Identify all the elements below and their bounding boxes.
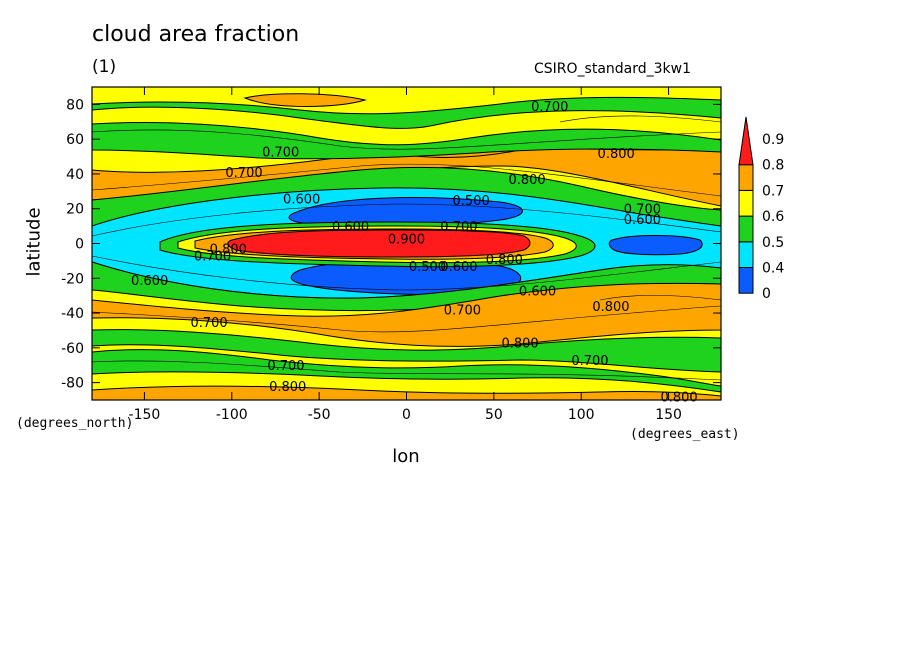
colorbar-swatch <box>738 164 754 191</box>
contour-label: 0.600 <box>131 274 168 289</box>
colorbar-label: 0.7 <box>762 183 784 199</box>
colorbar-swatch <box>738 267 754 294</box>
y-axis: -80 -60 -40 -20 0 20 40 60 80 <box>61 97 721 392</box>
x-tick-label: -100 <box>216 407 248 423</box>
model-label: CSIRO_standard_3kw1 <box>534 61 692 77</box>
thin-contour-lines <box>92 115 721 381</box>
title: cloud area fraction <box>92 22 300 47</box>
contour-label: 0.700 <box>262 145 299 160</box>
contour-field <box>92 87 721 400</box>
blue-east-patch <box>608 235 703 256</box>
y-tick-label: 0 <box>75 237 84 253</box>
green-south-subtropics <box>92 261 721 312</box>
colorbar-swatch <box>738 189 754 217</box>
colorbar-label: 0.6 <box>762 209 784 225</box>
x-units-label: (degrees_east) <box>630 427 740 442</box>
colorbar: 0 0.4 0.5 0.6 0.7 0.8 0.9 <box>738 116 784 302</box>
colorbar-label: 0.8 <box>762 158 784 174</box>
contour-label: 0.800 <box>508 173 545 188</box>
contour-label: 0.700 <box>194 250 231 265</box>
contour-label: 0.700 <box>444 304 481 319</box>
y-tick-label: 40 <box>66 167 84 183</box>
contour-label: 0.700 <box>571 354 608 369</box>
x-tick-label: -50 <box>308 407 331 423</box>
colorbar-label: 0.4 <box>762 261 784 277</box>
contour-label: 0.800 <box>486 253 523 268</box>
contour-label: 0.700 <box>267 359 304 374</box>
contour-label: 0.600 <box>332 220 369 235</box>
contour-label: 0.900 <box>388 232 425 247</box>
y-tick-label: -40 <box>61 306 84 322</box>
contour-label: 0.800 <box>598 147 635 162</box>
contour-label: 0.600 <box>519 284 556 299</box>
x-tick-label: 50 <box>485 407 503 423</box>
x-tick-label: 100 <box>568 407 595 423</box>
x-axis: -150 -100 -50 0 50 100 150 <box>129 87 682 423</box>
contour-label: 0.600 <box>283 192 320 207</box>
y-tick-label: -60 <box>61 341 84 357</box>
contour-label: 0.700 <box>624 203 661 218</box>
y-tick-label: 20 <box>66 202 84 218</box>
orange-south-band <box>92 282 721 347</box>
contour-label: 0.600 <box>440 260 477 275</box>
y-tick-label: 60 <box>66 132 84 148</box>
green-north-band-1 <box>92 96 721 129</box>
contour-label: 0.800 <box>269 380 306 395</box>
red-equatorial-core <box>227 229 531 258</box>
contour-label: 0.700 <box>225 166 262 181</box>
y-tick-label: 80 <box>66 97 84 113</box>
contour-label: 0.700 <box>440 220 477 235</box>
contour-label: 0.800 <box>501 337 538 352</box>
contour-label: 0.600 <box>624 213 661 228</box>
contour-label: 0.800 <box>592 300 629 315</box>
y-tick-label: -80 <box>61 376 84 392</box>
x-tick-label: 0 <box>402 407 411 423</box>
y-tick-label: -20 <box>61 271 84 287</box>
x-axis-label: lon <box>392 446 420 467</box>
contour-label: 0.700 <box>531 100 568 115</box>
colorbar-extend-arrow <box>738 116 754 166</box>
contour-label: 0.700 <box>190 316 227 331</box>
orange-north-pole-band <box>243 93 367 107</box>
units-label: (1) <box>92 57 117 77</box>
contour-label: 0.800 <box>660 391 697 406</box>
colorbar-swatch <box>738 215 754 243</box>
colorbar-label: 0 <box>762 286 771 302</box>
contour-label: 0.500 <box>409 260 446 275</box>
colorbar-label: 0.5 <box>762 235 784 251</box>
y-units-label: (degrees_north) <box>16 416 134 431</box>
colorbar-label: 0.9 <box>762 132 784 148</box>
colorbar-swatch <box>738 241 754 269</box>
green-north-band-2 <box>92 122 721 160</box>
x-tick-label: 150 <box>655 407 682 423</box>
contour-label: 0.500 <box>453 194 490 209</box>
contour-label: 0.800 <box>210 243 247 258</box>
x-tick-label: -150 <box>129 407 161 423</box>
